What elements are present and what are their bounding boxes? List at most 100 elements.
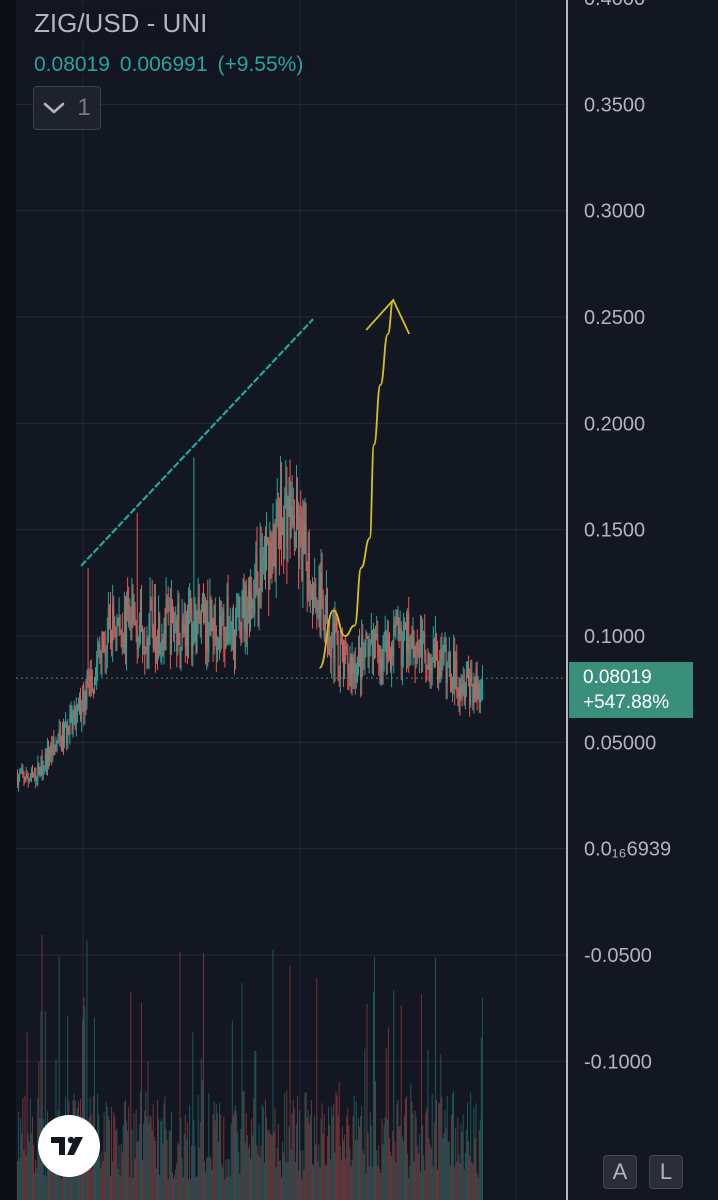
candle-body <box>45 754 47 767</box>
candle-body <box>480 685 482 689</box>
candle-body <box>381 658 383 667</box>
volume-bar <box>425 1112 427 1200</box>
volume-bar <box>457 1116 459 1200</box>
price-scale-border[interactable] <box>566 0 568 1200</box>
candle-body <box>34 768 36 776</box>
volume-bar <box>178 1144 180 1200</box>
volume-bar <box>229 1176 231 1200</box>
candle-body <box>65 723 67 727</box>
candle-body <box>267 537 269 542</box>
candle-body <box>28 779 30 781</box>
volume-bar <box>149 1115 151 1200</box>
volume-bar <box>120 1143 122 1200</box>
candle-body <box>355 678 357 682</box>
volume-bar <box>416 1145 418 1200</box>
volume-bar <box>479 1119 481 1200</box>
volume-bar <box>24 1095 26 1200</box>
indicators-toggle-button[interactable]: 1 <box>33 86 101 130</box>
volume-bar <box>445 1128 447 1200</box>
candle-body <box>62 724 64 744</box>
candle-body <box>418 651 420 653</box>
log-scale-button[interactable]: L <box>649 1155 683 1189</box>
candle-body <box>182 620 184 634</box>
candle-body <box>41 757 43 776</box>
candle-body <box>400 627 402 666</box>
tradingview-logo[interactable] <box>38 1115 100 1177</box>
indicator-count: 1 <box>77 94 91 121</box>
candle-body <box>25 773 27 782</box>
volume-bar <box>82 1019 84 1200</box>
price-tick-label: 0.2500 <box>584 307 645 329</box>
candle-body <box>273 530 275 549</box>
candle-body <box>143 646 145 648</box>
candle-body <box>430 663 432 674</box>
candle-body <box>49 755 51 761</box>
candle-body <box>103 632 105 649</box>
volume-bar <box>392 1130 394 1200</box>
volume-bar <box>60 1179 62 1200</box>
candle-body <box>43 767 45 770</box>
candle-body <box>154 596 156 654</box>
candle-body <box>46 747 48 767</box>
candle-body <box>140 599 142 631</box>
candle-body <box>261 561 263 591</box>
candle-body <box>429 663 431 670</box>
candle-body <box>124 610 126 648</box>
candle-body <box>299 518 301 559</box>
price-legend: 0.08019 0.006991 (+9.55%) <box>28 52 320 78</box>
candle-body <box>179 637 181 654</box>
candle-body <box>106 636 108 651</box>
candle-body <box>294 544 296 546</box>
candle-body <box>463 681 465 701</box>
volume-bar <box>404 1098 406 1200</box>
candle-body <box>209 598 211 635</box>
volume-bar <box>415 1117 417 1200</box>
volume-bar <box>378 1145 380 1200</box>
volume-bar <box>56 1153 58 1200</box>
candle-body <box>453 652 455 686</box>
candle-body <box>356 658 358 679</box>
volume-bar <box>137 1141 139 1200</box>
candle-body <box>287 515 289 549</box>
candle-body <box>56 742 58 745</box>
candle-body <box>481 678 483 686</box>
candle-body <box>119 617 121 632</box>
volume-bar <box>344 1134 346 1200</box>
volume-bar <box>480 1037 482 1200</box>
price-tick-label: 0.1000 <box>584 626 645 648</box>
candle-body <box>82 685 84 711</box>
auto-scale-button[interactable]: A <box>603 1155 637 1189</box>
volume-bar <box>275 1167 277 1200</box>
symbol-title[interactable]: ZIG/USD - UNI <box>28 6 214 41</box>
volume-bar <box>226 1176 228 1200</box>
volume-bar <box>446 1095 448 1200</box>
volume-bar <box>308 1123 310 1200</box>
volume-bar <box>244 1142 246 1200</box>
candle-body <box>458 691 460 696</box>
candle-body <box>298 527 300 559</box>
volume-bar <box>111 1106 113 1200</box>
volume-bar <box>282 1141 284 1200</box>
volume-bar <box>106 1106 108 1200</box>
volume-bar <box>368 1166 370 1200</box>
volume-bar <box>191 1145 193 1200</box>
volume-bar <box>262 1107 264 1200</box>
candle-body <box>368 645 370 657</box>
candle-body <box>323 621 325 638</box>
candle-body <box>424 631 426 654</box>
volume-bar <box>412 1113 414 1200</box>
volume-bar <box>153 1136 155 1200</box>
candle-body <box>428 652 430 670</box>
volume-bar <box>127 1130 129 1200</box>
volume-bar <box>128 1106 130 1200</box>
volume-bar <box>300 1150 302 1200</box>
volume-bar <box>385 1048 387 1200</box>
volume-bar <box>239 1173 241 1200</box>
candle-body <box>348 672 350 675</box>
volume-bar <box>61 1161 63 1200</box>
candle-body <box>135 621 137 630</box>
candle-body <box>53 738 55 747</box>
volume-bar <box>242 1092 244 1200</box>
candle-body <box>442 654 444 659</box>
